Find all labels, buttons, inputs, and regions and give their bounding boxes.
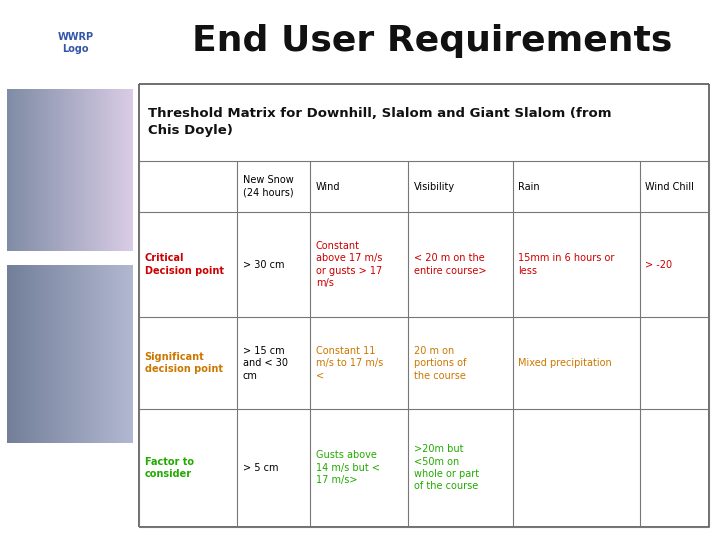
Text: WWRP
Logo: WWRP Logo — [58, 32, 94, 54]
Text: Mixed precipitation: Mixed precipitation — [518, 358, 612, 368]
Text: < 20 m on the
entire course>: < 20 m on the entire course> — [414, 253, 487, 276]
Text: Constant 11
m/s to 17 m/s
<: Constant 11 m/s to 17 m/s < — [316, 346, 383, 381]
Text: End User Requirements: End User Requirements — [192, 24, 672, 57]
Text: > 30 cm: > 30 cm — [243, 260, 284, 269]
Text: > 5 cm: > 5 cm — [243, 463, 279, 473]
Text: Rain: Rain — [518, 181, 540, 192]
Text: Wind Chill: Wind Chill — [645, 181, 694, 192]
Text: Factor to
consider: Factor to consider — [145, 457, 194, 479]
Text: Visibility: Visibility — [414, 181, 455, 192]
Text: Threshold Matrix for Downhill, Slalom and Giant Slalom (from
Chis Doyle): Threshold Matrix for Downhill, Slalom an… — [148, 107, 611, 138]
Text: 15mm in 6 hours or
less: 15mm in 6 hours or less — [518, 253, 615, 276]
Text: Gusts above
14 m/s but <
17 m/s>: Gusts above 14 m/s but < 17 m/s> — [316, 450, 379, 485]
Text: >20m but
<50m on
whole or part
of the course: >20m but <50m on whole or part of the co… — [414, 444, 479, 491]
Text: Significant
decision point: Significant decision point — [145, 352, 222, 374]
Text: Constant
above 17 m/s
or gusts > 17
m/s: Constant above 17 m/s or gusts > 17 m/s — [316, 241, 382, 288]
Text: New Snow
(24 hours): New Snow (24 hours) — [243, 176, 294, 198]
Text: > 15 cm
and < 30
cm: > 15 cm and < 30 cm — [243, 346, 288, 381]
Text: 20 m on
portions of
the course: 20 m on portions of the course — [414, 346, 467, 381]
Text: Wind: Wind — [316, 181, 341, 192]
Text: > -20: > -20 — [645, 260, 672, 269]
Text: Critical
Decision point: Critical Decision point — [145, 253, 224, 276]
